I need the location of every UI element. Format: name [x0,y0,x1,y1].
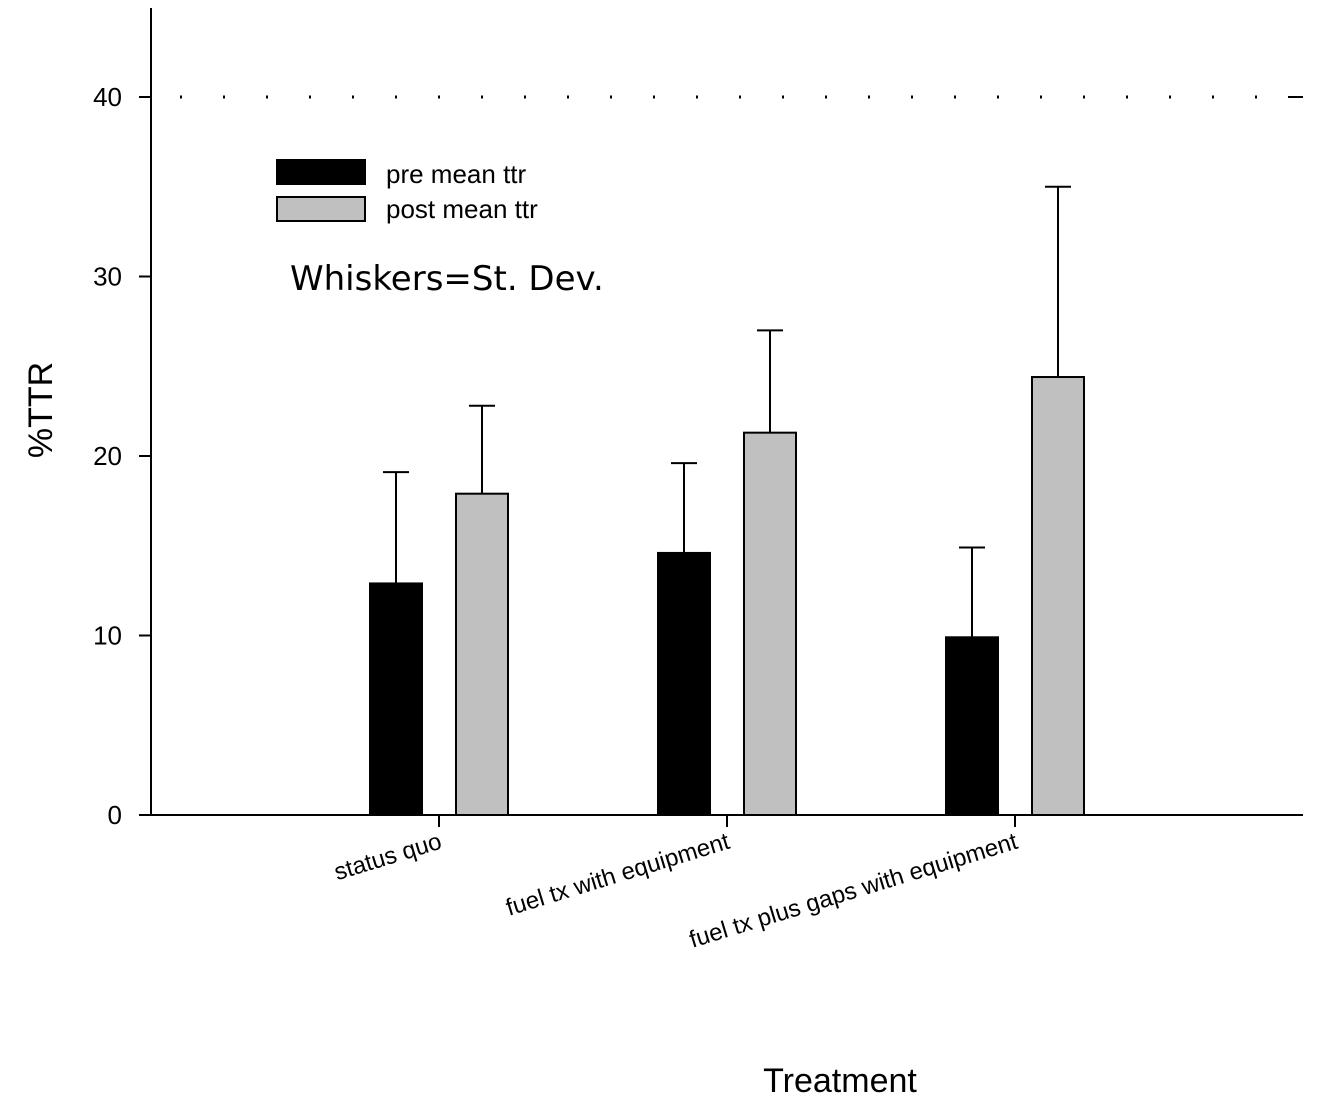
bar-post [1031,376,1085,816]
bar-pre [945,636,999,816]
x-tick-label: fuel tx plus gaps with equipment [686,828,1021,954]
bar-post [743,431,797,816]
bar-pre [657,551,711,816]
legend: pre mean ttr post mean ttr [276,159,538,224]
axes [150,8,1303,816]
annotation-whiskers: Whiskers=St. Dev. [290,259,604,299]
error-bars [383,185,1071,638]
x-tick-label: fuel tx with equipment [503,828,733,922]
y-tick-label: 10 [93,621,122,651]
bar-post [455,492,509,816]
bars [369,376,1085,816]
legend-label-post: post mean ttr [386,194,538,224]
y-axis-title: %TTR [22,362,60,458]
y-ticks: 0 10 20 30 40 [93,82,151,830]
x-axis-title: Treatment [763,1062,917,1095]
legend-swatch-post [276,196,366,222]
y-tick-label: 0 [108,800,122,830]
bar-pre [369,582,423,816]
y-tick-label: 40 [93,82,122,112]
x-tick-label: status quo [331,828,445,886]
legend-swatch-pre [276,159,366,185]
y-tick-label: 20 [93,441,122,471]
legend-label-pre: pre mean ttr [386,159,527,189]
y-tick-label: 30 [93,262,122,292]
